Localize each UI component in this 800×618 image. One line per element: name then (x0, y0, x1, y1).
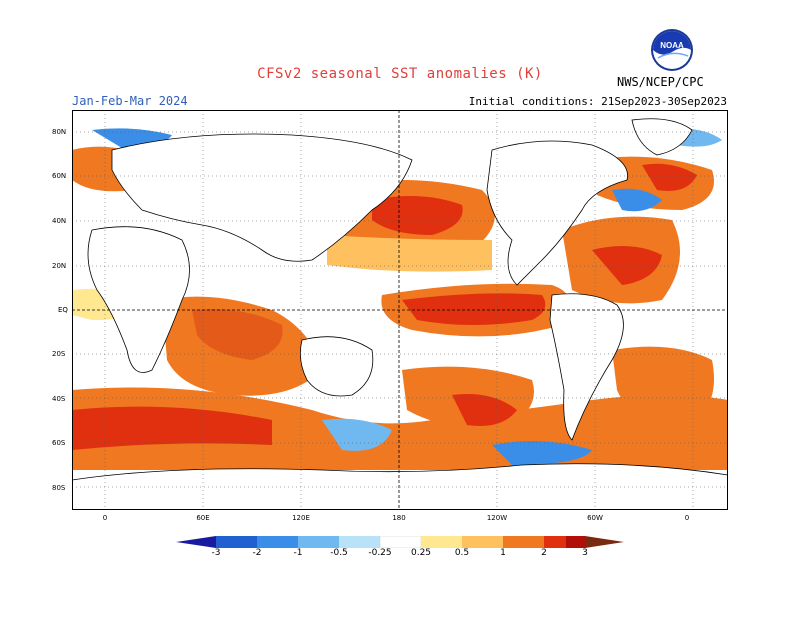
colorbar-arrow-high (585, 536, 624, 548)
colorbar-cell (257, 536, 298, 548)
initial-conditions-label: Initial conditions: 21Sep2023-30Sep2023 (468, 95, 727, 108)
colorbar-label: -0.25 (368, 548, 392, 558)
map-title: CFSv2 seasonal SST anomalies (K) (257, 66, 543, 82)
southern-ocean-strong-warm (72, 406, 272, 450)
colorbar-label: 1 (500, 548, 506, 558)
lon-label: 180 (392, 514, 406, 522)
lat-label: 20N (52, 262, 67, 270)
north-pacific-subtropical (327, 235, 492, 272)
continent-north-america (486, 140, 628, 286)
colorbar-cell (566, 536, 585, 548)
colorbar-cell (421, 536, 462, 548)
lon-label: 120W (486, 514, 508, 522)
lat-label: 60N (52, 172, 67, 180)
lat-label: 40S (52, 395, 66, 403)
lon-label: 0 (102, 514, 108, 522)
lat-label: 60S (52, 439, 66, 447)
lon-label: 60E (196, 514, 210, 522)
colorbar-label: 0.25 (410, 548, 432, 558)
colorbar-label: -2 (252, 548, 262, 558)
gulf-stream-cool (612, 188, 662, 212)
anomaly-fields (72, 128, 728, 470)
south-pacific-core (452, 394, 517, 426)
colorbar-label: 3 (582, 548, 588, 558)
southwest-pacific-cool (322, 418, 392, 451)
lat-label: 80S (52, 484, 66, 492)
continent-australia (299, 336, 374, 397)
lon-label: 60W (587, 514, 603, 522)
southeast-pacific-cool (492, 441, 592, 465)
continent-greenland (631, 118, 693, 156)
south-atlantic-warm (612, 346, 714, 430)
colorbar-cell (503, 536, 544, 548)
colorbar-cell (339, 536, 380, 548)
colorbar-cell (379, 536, 422, 548)
colorbar-arrow-low (176, 536, 216, 548)
el-nino-core (402, 293, 546, 325)
north-atlantic-core (592, 246, 662, 285)
season-label: Jan-Feb-Mar 2024 (72, 94, 188, 108)
labrador-sea-core (642, 163, 697, 191)
colorbar-cell (216, 536, 257, 548)
lon-label: 0 (684, 514, 690, 522)
map-frame (72, 110, 728, 510)
colorbar-label: 0.5 (454, 548, 470, 558)
colorbar-label: -0.5 (330, 548, 348, 558)
colorbar (176, 536, 624, 548)
sst-anomaly-map (72, 110, 728, 510)
colorbar-label: -3 (211, 548, 221, 558)
north-pacific-core (372, 196, 463, 235)
continent-south-america (549, 293, 624, 441)
colorbar-label: -1 (293, 548, 303, 558)
lon-label: 120E (292, 514, 310, 522)
colorbar-cell (298, 536, 339, 548)
continent-africa (87, 226, 190, 373)
organization-label: NWS/NCEP/CPC (617, 75, 704, 89)
noaa-logo-icon: NOAA (651, 29, 693, 71)
lat-label: 20S (52, 350, 66, 358)
colorbar-label: 2 (541, 548, 547, 558)
logo-text: NOAA (660, 41, 684, 50)
lat-label: EQ (58, 306, 68, 314)
colorbar-cell (462, 536, 503, 548)
lat-label: 80N (52, 128, 67, 136)
lat-label: 40N (52, 217, 67, 225)
continent-europe-asia (111, 133, 413, 262)
indian-ocean-core (192, 309, 283, 360)
